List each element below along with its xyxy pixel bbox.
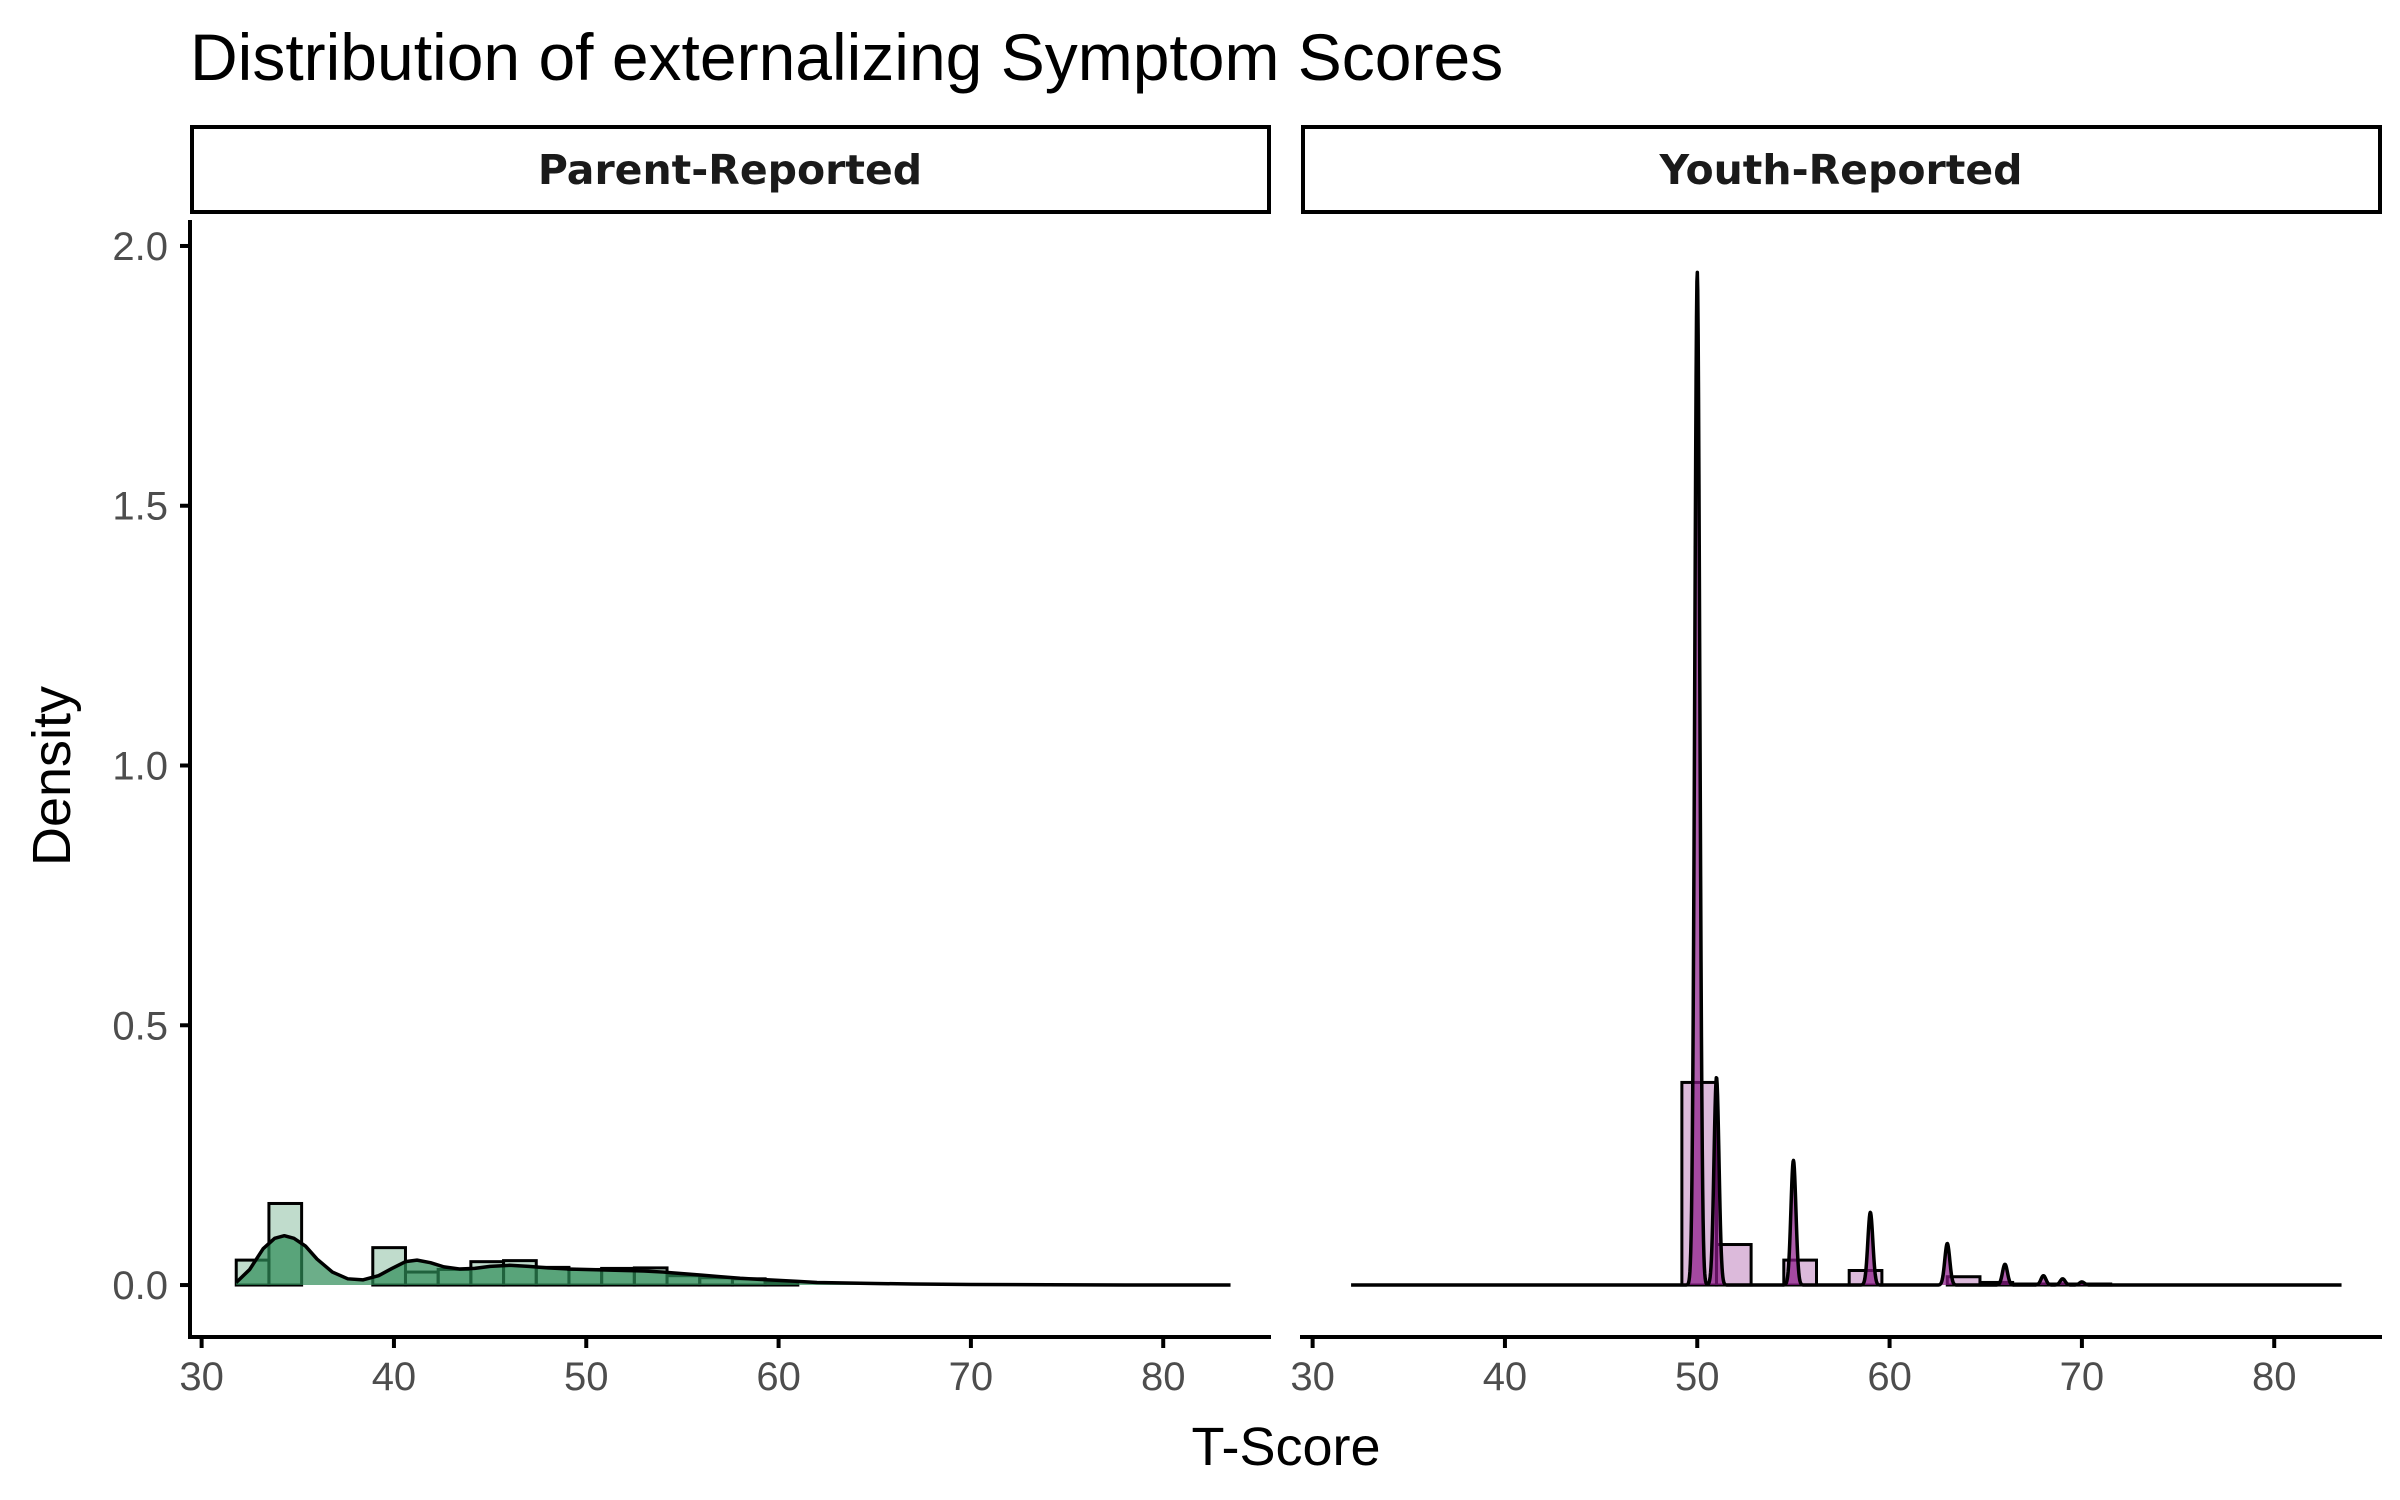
x-axis-ticks-youth: 30 40 50 60 70 80 <box>1290 1337 2296 1399</box>
strip-label-parent-reported: Parent-Reported <box>538 146 922 194</box>
x-tick-label: 30 <box>179 1355 224 1399</box>
x-tick-label: 60 <box>756 1355 801 1399</box>
density-curve-youth <box>1349 270 2343 1287</box>
y-tick-label: 1.0 <box>112 745 168 789</box>
x-tick-label: 60 <box>1867 1355 1912 1399</box>
y-tick-label: 0.0 <box>112 1264 168 1308</box>
x-tick-label: 40 <box>372 1355 417 1399</box>
density-area <box>236 1235 1231 1286</box>
strip-youth-reported <box>1301 125 2382 214</box>
x-tick-label: 40 <box>1483 1355 1528 1399</box>
x-tick-label: 30 <box>1290 1355 1335 1399</box>
density-curve-parent <box>235 1233 1231 1287</box>
y-tick-label: 1.5 <box>112 485 168 529</box>
x-tick-label: 80 <box>1141 1355 1186 1399</box>
strip-parent-reported <box>190 125 1271 214</box>
panel-parent-reported: Parent-Reported 30 40 50 60 70 80 <box>179 125 1271 1399</box>
histogram-bars-youth <box>1680 1080 2113 1287</box>
chart-title: Distribution of externalizing Symptom Sc… <box>190 20 1503 94</box>
density-line <box>1349 270 2343 1287</box>
x-tick-label: 70 <box>949 1355 994 1399</box>
y-axis-title: Density <box>22 686 82 866</box>
x-tick-label: 80 <box>2252 1355 2297 1399</box>
panel-youth-reported: Youth-Reported 30 40 50 60 70 80 <box>1290 125 2382 1399</box>
y-tick-label: 0.5 <box>112 1004 168 1048</box>
x-axis-ticks-parent: 30 40 50 60 70 80 <box>179 1337 1185 1399</box>
x-axis-title: T-Score <box>1191 1417 1380 1477</box>
x-tick-label: 50 <box>564 1355 609 1399</box>
x-tick-label: 50 <box>1675 1355 1720 1399</box>
y-axis: 0.0 0.5 1.0 1.5 2.0 <box>112 225 190 1308</box>
x-tick-label: 70 <box>2060 1355 2105 1399</box>
strip-label-youth-reported: Youth-Reported <box>1659 146 2023 194</box>
y-tick-label: 2.0 <box>112 225 168 269</box>
density-line <box>235 1233 1231 1287</box>
density-area <box>1351 272 2342 1286</box>
